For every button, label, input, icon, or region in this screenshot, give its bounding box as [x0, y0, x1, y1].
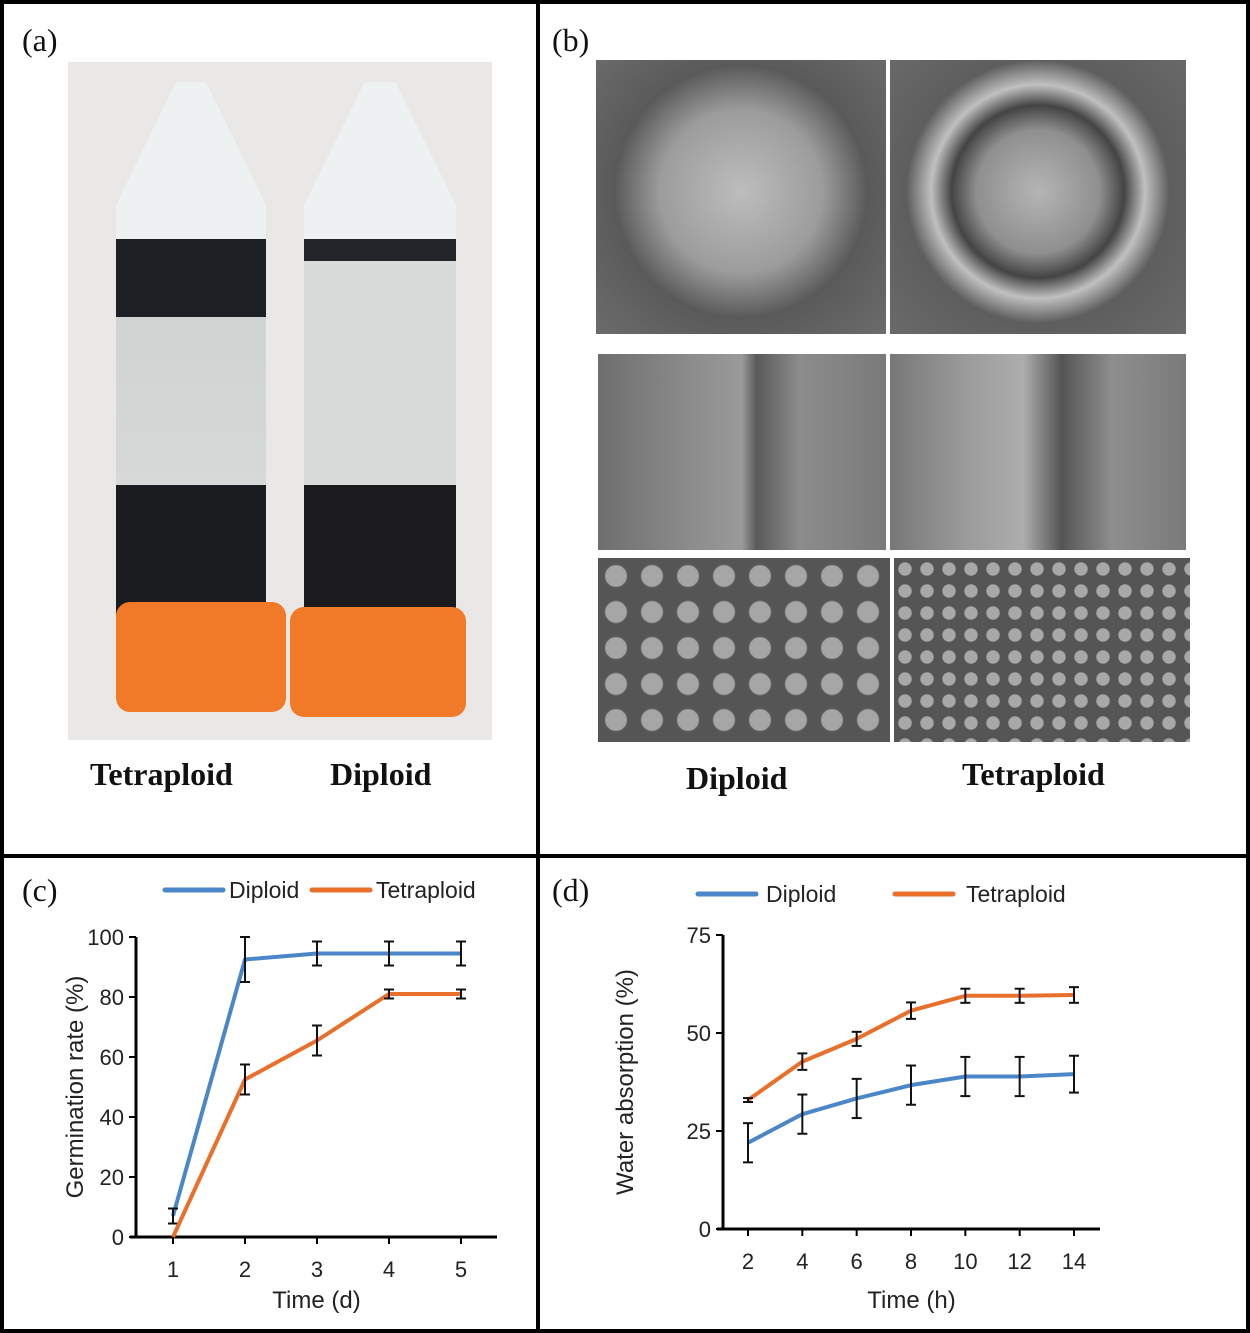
panel-d-border	[536, 854, 1250, 1333]
y-tick-label: 60	[100, 1045, 124, 1070]
x-tick-label: 3	[311, 1257, 323, 1282]
sem-tetraploid-section	[890, 60, 1186, 334]
y-tick-label: 50	[687, 1021, 711, 1046]
chart-d: 0 25 50 75 2 4 6 8 10 12 14 Time (h) Water absorptio…	[612, 881, 1100, 1314]
x-tick-label: 12	[1007, 1249, 1031, 1274]
x-tick-label: 6	[851, 1249, 863, 1274]
sem-diploid-section	[596, 60, 886, 334]
panel-a-label: (a)	[22, 22, 58, 58]
x-tick-label: 10	[953, 1249, 977, 1274]
chart-c: 0 20 40 60 80 100 1 2 3 4 5 Time (d) Germination rat…	[62, 877, 497, 1314]
sem-tetraploid-layer	[890, 354, 1186, 550]
sem-diploid-layer	[598, 354, 886, 550]
legend-label-diploid: Diploid	[766, 881, 836, 907]
caption-tetraploid: Tetraploid	[90, 756, 233, 792]
x-axis-label: Time (h)	[867, 1287, 955, 1314]
y-axis-label: Germination rate (%)	[62, 976, 89, 1199]
tubes-photo	[68, 62, 492, 740]
y-tick-label: 20	[100, 1165, 124, 1190]
sem-diploid-granules	[598, 558, 890, 742]
x-axis-label: Time (d)	[272, 1287, 360, 1314]
sem-tetraploid-granules	[894, 558, 1190, 742]
caption-diploid-b: Diploid	[686, 760, 788, 796]
panel-c-label: (c)	[22, 872, 58, 908]
legend-label-diploid: Diploid	[229, 877, 299, 903]
legend-label-tetraploid: Tetraploid	[376, 877, 476, 903]
y-tick-label: 100	[87, 925, 124, 950]
x-tick-label: 8	[905, 1249, 917, 1274]
panel-d-label: (d)	[552, 872, 590, 908]
tetraploid-cap	[116, 602, 286, 712]
legend-label-tetraploid: Tetraploid	[966, 881, 1066, 907]
x-tick-label: 2	[239, 1257, 251, 1282]
caption-diploid: Diploid	[330, 756, 432, 792]
diploid-tube	[304, 82, 456, 642]
y-tick-label: 0	[699, 1217, 711, 1242]
panel-b-label: (b)	[552, 22, 590, 58]
tetraploid-tube	[116, 82, 266, 642]
x-tick-label: 2	[742, 1249, 754, 1274]
y-tick-label: 80	[100, 985, 124, 1010]
y-tick-label: 40	[100, 1105, 124, 1130]
x-tick-label: 14	[1062, 1249, 1086, 1274]
x-tick-label: 1	[167, 1257, 179, 1282]
y-tick-label: 75	[687, 923, 711, 948]
x-tick-label: 4	[796, 1249, 808, 1274]
x-tick-label: 5	[455, 1257, 467, 1282]
x-tick-label: 4	[383, 1257, 395, 1282]
caption-tetraploid-b: Tetraploid	[962, 756, 1105, 792]
y-axis-label: Water absorption (%)	[612, 969, 639, 1195]
diploid-cap	[290, 607, 466, 717]
y-tick-label: 25	[687, 1119, 711, 1144]
y-tick-label: 0	[112, 1225, 124, 1250]
